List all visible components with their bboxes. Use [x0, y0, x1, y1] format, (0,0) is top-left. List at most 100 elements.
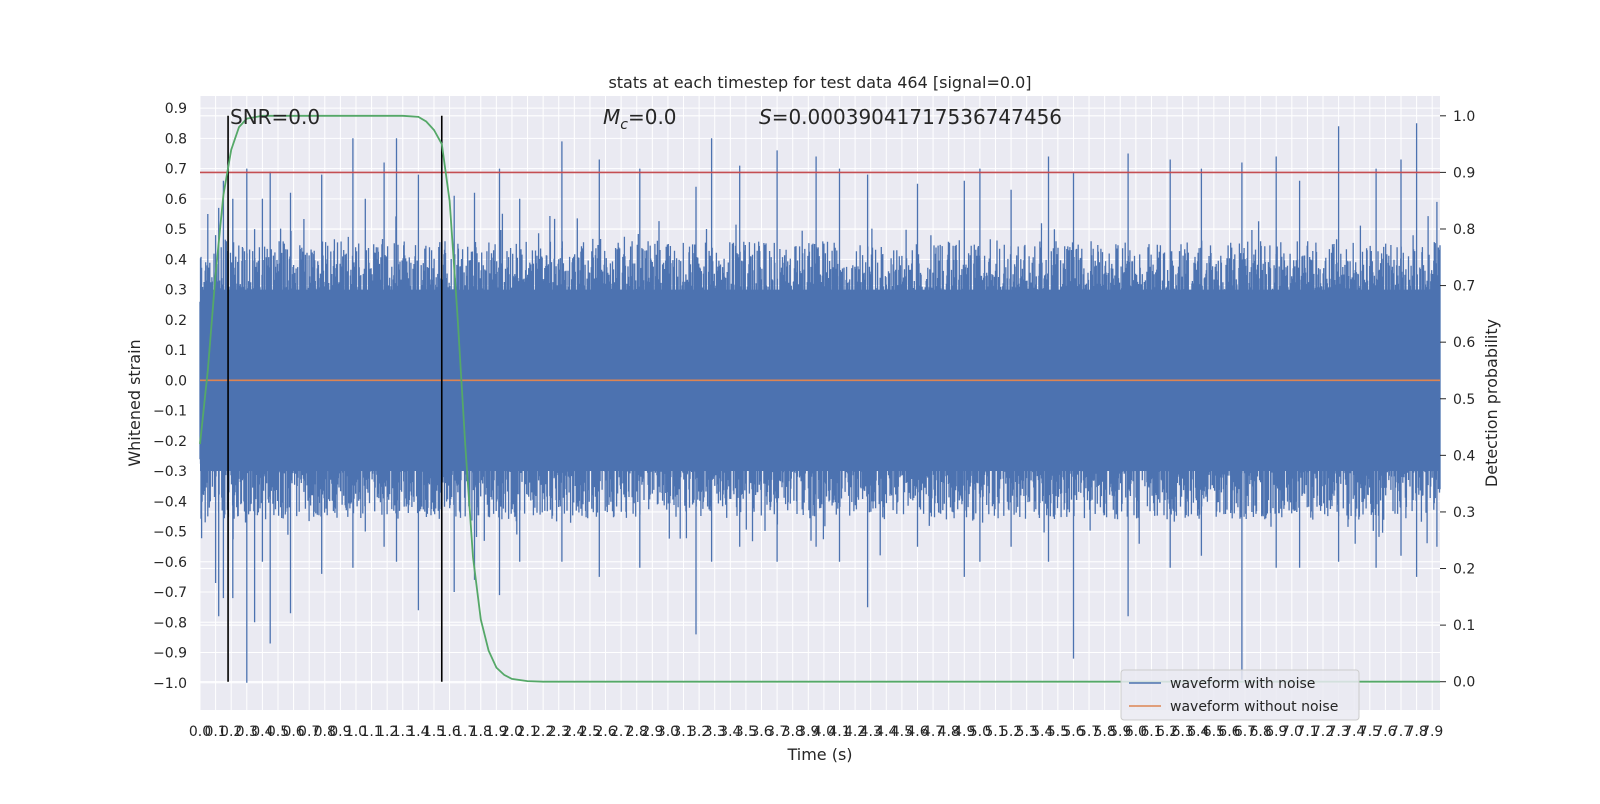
y-tick-label: −0.7	[153, 585, 187, 601]
x-tick-label: 2.0	[501, 724, 523, 740]
x-tick-label: 7.3	[1327, 724, 1349, 740]
y-tick-label: −0.4	[153, 494, 187, 510]
x-tick-label: 4.6	[906, 724, 928, 740]
x-tick-label: 4.1	[828, 724, 850, 740]
x-tick-label: 4.0	[813, 724, 835, 740]
x-tick-label: 6.0	[1125, 724, 1147, 740]
y-tick-label: −0.1	[153, 404, 187, 420]
x-tick-label: 6.6	[1218, 724, 1240, 740]
s-value: =0.00039041717536747456	[772, 105, 1062, 129]
x-tick-label: 0.8	[314, 724, 336, 740]
x-tick-label: 6.3	[1172, 724, 1194, 740]
x-tick-label: 5.4	[1031, 724, 1053, 740]
y2-axis-ticks: 1.0 0.9 0.8 0.7 0.6 0.5 0.4 0.3 0.2 0.1 0.0	[1440, 109, 1475, 691]
y2-tick-label: 0.0	[1453, 675, 1475, 691]
y-tick-label: −1.0	[153, 676, 187, 692]
x-tick-label: 0.6	[282, 724, 304, 740]
y2-axis-label: Detection probability	[1482, 319, 1501, 487]
x-tick-label: 2.1	[516, 724, 538, 740]
x-tick-label: 2.3	[548, 724, 570, 740]
x-tick-label: 3.8	[782, 724, 804, 740]
x-tick-label: 0.5	[267, 724, 289, 740]
x-tick-label: 6.2	[1156, 724, 1178, 740]
x-tick-label: 3.6	[750, 724, 772, 740]
x-tick-label: 6.7	[1234, 724, 1256, 740]
x-tick-label: 1.7	[454, 724, 476, 740]
x-tick-label: 5.0	[969, 724, 991, 740]
chirp-mass-value: =0.0	[628, 105, 677, 129]
x-tick-label: 1.3	[392, 724, 414, 740]
legend-box	[1120, 669, 1360, 721]
x-tick-label: 5.6	[1062, 724, 1084, 740]
x-tick-label: 4.2	[844, 724, 866, 740]
y-axis-ticks: 0.9 0.8 0.7 0.6 0.5 0.4 0.3 0.2 0.1 0.0 −0.1 −0.2 −0…	[153, 101, 187, 692]
x-tick-label: 3.1	[672, 724, 694, 740]
x-tick-label: 6.1	[1140, 724, 1162, 740]
x-tick-label: 4.9	[953, 724, 975, 740]
y-tick-label: 0.3	[165, 283, 187, 299]
x-tick-label: 7.0	[1281, 724, 1303, 740]
x-tick-label: 5.7	[1078, 724, 1100, 740]
y2-tick-label: 0.2	[1453, 562, 1475, 578]
legend-label-noise: waveform with noise	[1170, 676, 1315, 692]
y2-tick-label: 0.7	[1453, 279, 1475, 295]
y2-tick-label: 0.1	[1453, 618, 1475, 634]
x-tick-label: 4.7	[922, 724, 944, 740]
x-tick-label: 2.7	[610, 724, 632, 740]
x-tick-label: 0.1	[204, 724, 226, 740]
x-tick-label: 3.0	[657, 724, 679, 740]
x-tick-label: 1.4	[407, 724, 429, 740]
y2-tick-label: 0.4	[1453, 448, 1475, 464]
x-tick-label: 3.2	[688, 724, 710, 740]
x-tick-label: 6.8	[1249, 724, 1271, 740]
x-tick-label: 0.2	[220, 724, 242, 740]
x-tick-label: 7.4	[1343, 724, 1365, 740]
x-tick-label: 7.9	[1421, 724, 1443, 740]
y-tick-label: 0.5	[165, 222, 187, 238]
detection-probability-line	[199, 114, 1440, 683]
overlay-lines	[199, 114, 1440, 683]
x-tick-label: 7.6	[1374, 724, 1396, 740]
x-tick-label: 5.8	[1094, 724, 1116, 740]
x-tick-label: 2.8	[626, 724, 648, 740]
x-tick-label: 1.8	[470, 724, 492, 740]
x-tick-label: 5.1	[984, 724, 1006, 740]
y-tick-label: 0.7	[165, 162, 187, 178]
y-axis-label: Whitened strain	[125, 339, 144, 466]
x-tick-label: 1.0	[345, 724, 367, 740]
y2-tick-label: 0.8	[1453, 222, 1475, 238]
x-tick-label: 0.3	[236, 724, 258, 740]
y-tick-label: 0.2	[165, 313, 187, 329]
y-tick-label: −0.9	[153, 646, 187, 662]
x-tick-label: 4.3	[860, 724, 882, 740]
y-tick-label: −0.2	[153, 434, 187, 450]
x-tick-label: 0.9	[329, 724, 351, 740]
x-axis-ticks: 0.00.10.20.30.40.50.60.70.80.91.01.11.21…	[189, 724, 1443, 740]
x-tick-label: 7.1	[1296, 724, 1318, 740]
x-axis-label: Time (s)	[786, 745, 852, 764]
x-tick-label: 2.4	[563, 724, 585, 740]
x-tick-label: 4.5	[891, 724, 913, 740]
x-tick-label: 5.3	[1016, 724, 1038, 740]
y-tick-label: 0.6	[165, 192, 187, 208]
x-tick-label: 1.1	[360, 724, 382, 740]
x-tick-label: 4.8	[938, 724, 960, 740]
x-tick-label: 1.2	[376, 724, 398, 740]
y2-tick-label: 0.5	[1453, 392, 1475, 408]
legend-label-clean: waveform without noise	[1170, 699, 1338, 715]
x-tick-label: 3.3	[704, 724, 726, 740]
y-tick-label: 0.4	[165, 252, 187, 268]
chirp-mass-annotation: Mc=0.0	[603, 105, 677, 133]
y2-tick-label: 0.3	[1453, 505, 1475, 521]
snr-annotation: SNR=0.0	[230, 105, 320, 129]
y-tick-label: −0.5	[153, 525, 187, 541]
x-tick-label: 3.5	[735, 724, 757, 740]
x-tick-label: 1.9	[485, 724, 507, 740]
x-tick-label: 2.9	[641, 724, 663, 740]
y2-tick-label: 0.9	[1453, 165, 1475, 181]
s-symbol: S	[759, 105, 772, 129]
x-tick-label: 7.8	[1405, 724, 1427, 740]
x-tick-label: 6.9	[1265, 724, 1287, 740]
x-tick-label: 3.9	[797, 724, 819, 740]
